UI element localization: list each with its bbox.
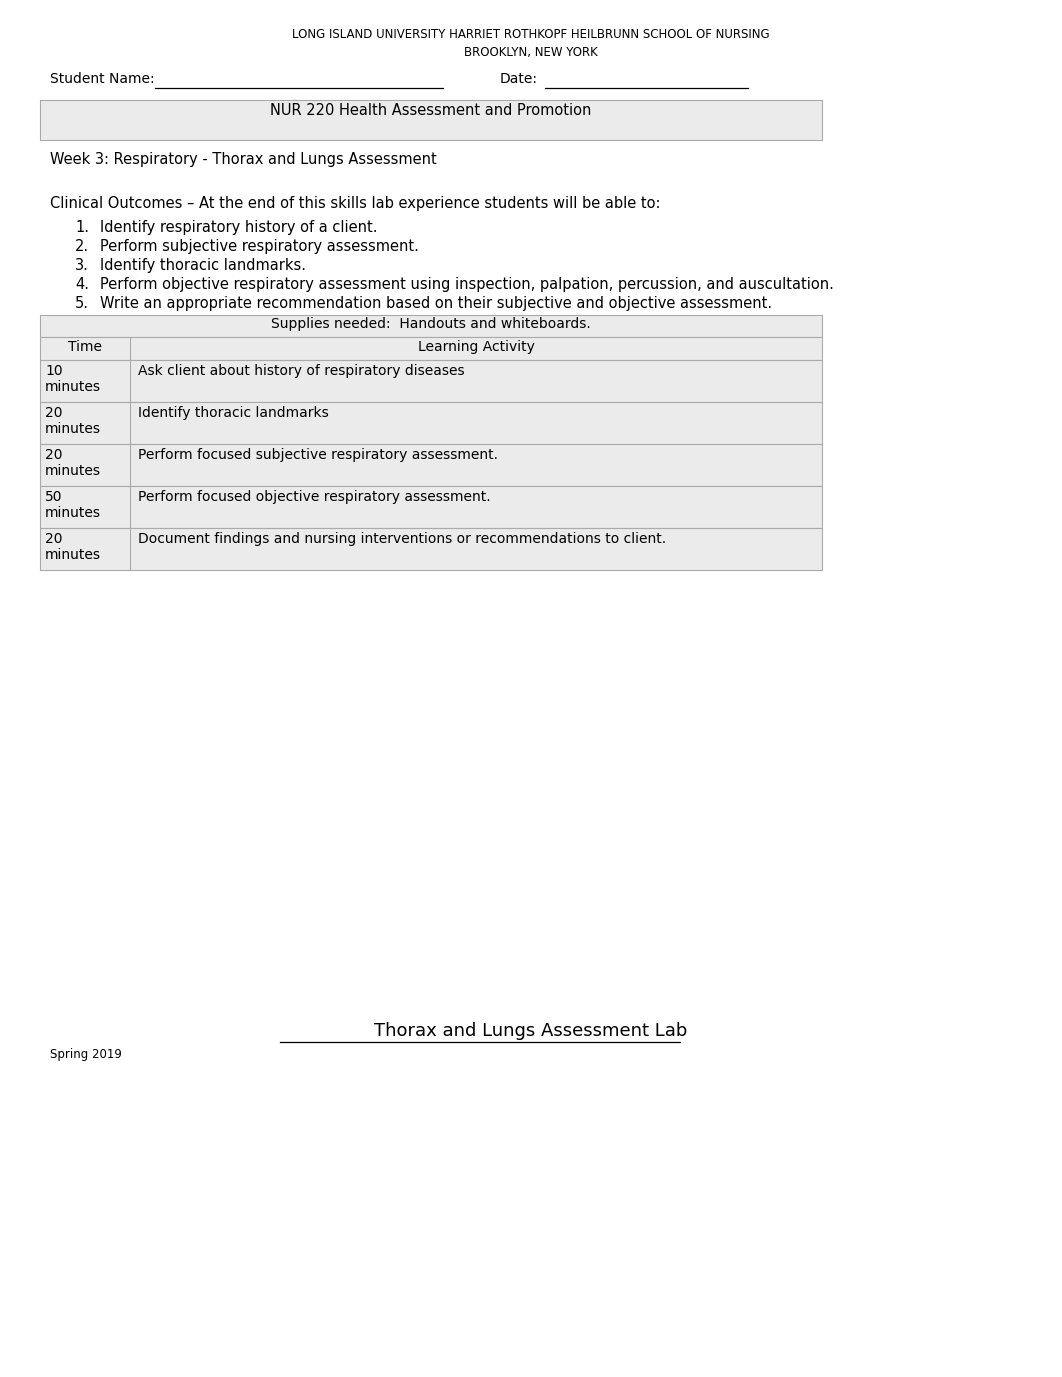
Text: Identify thoracic landmarks.: Identify thoracic landmarks. bbox=[100, 257, 306, 273]
Text: Student Name:: Student Name: bbox=[50, 72, 155, 85]
Text: Learning Activity: Learning Activity bbox=[417, 340, 534, 354]
Text: Document findings and nursing interventions or recommendations to client.: Document findings and nursing interventi… bbox=[138, 532, 666, 547]
Text: Supplies needed:  Handouts and whiteboards.: Supplies needed: Handouts and whiteboard… bbox=[271, 317, 590, 330]
Text: NUR 220 Health Assessment and Promotion: NUR 220 Health Assessment and Promotion bbox=[271, 103, 592, 118]
Text: Spring 2019: Spring 2019 bbox=[50, 1048, 122, 1062]
Text: LONG ISLAND UNIVERSITY HARRIET ROTHKOPF HEILBRUNN SCHOOL OF NURSING: LONG ISLAND UNIVERSITY HARRIET ROTHKOPF … bbox=[292, 28, 770, 41]
Text: 1.: 1. bbox=[75, 220, 89, 235]
FancyBboxPatch shape bbox=[40, 443, 822, 486]
Text: 10: 10 bbox=[45, 364, 63, 379]
Text: Perform subjective respiratory assessment.: Perform subjective respiratory assessmen… bbox=[100, 240, 418, 253]
Text: 4.: 4. bbox=[75, 277, 89, 292]
Text: 20: 20 bbox=[45, 532, 63, 547]
Text: minutes: minutes bbox=[45, 464, 101, 478]
Text: Identify thoracic landmarks: Identify thoracic landmarks bbox=[138, 406, 329, 420]
Text: minutes: minutes bbox=[45, 548, 101, 562]
FancyBboxPatch shape bbox=[40, 337, 822, 359]
Text: Time: Time bbox=[68, 340, 102, 354]
Text: Ask client about history of respiratory diseases: Ask client about history of respiratory … bbox=[138, 364, 465, 379]
Text: Write an appropriate recommendation based on their subjective and objective asse: Write an appropriate recommendation base… bbox=[100, 296, 772, 311]
Text: Identify respiratory history of a client.: Identify respiratory history of a client… bbox=[100, 220, 377, 235]
FancyBboxPatch shape bbox=[40, 101, 822, 140]
Text: 20: 20 bbox=[45, 448, 63, 463]
Text: Date:: Date: bbox=[500, 72, 538, 85]
Text: minutes: minutes bbox=[45, 421, 101, 437]
FancyBboxPatch shape bbox=[40, 527, 822, 570]
Text: Perform focused objective respiratory assessment.: Perform focused objective respiratory as… bbox=[138, 490, 491, 504]
FancyBboxPatch shape bbox=[40, 359, 822, 402]
Text: 20: 20 bbox=[45, 406, 63, 420]
Text: 50: 50 bbox=[45, 490, 63, 504]
Text: 5.: 5. bbox=[75, 296, 89, 311]
Text: Thorax and Lungs Assessment Lab: Thorax and Lungs Assessment Lab bbox=[374, 1022, 688, 1040]
FancyBboxPatch shape bbox=[40, 402, 822, 443]
Text: minutes: minutes bbox=[45, 380, 101, 394]
Text: BROOKLYN, NEW YORK: BROOKLYN, NEW YORK bbox=[464, 45, 598, 59]
Text: Perform objective respiratory assessment using inspection, palpation, percussion: Perform objective respiratory assessment… bbox=[100, 277, 834, 292]
Text: minutes: minutes bbox=[45, 505, 101, 521]
Text: 3.: 3. bbox=[75, 257, 89, 273]
FancyBboxPatch shape bbox=[40, 315, 822, 337]
Text: Perform focused subjective respiratory assessment.: Perform focused subjective respiratory a… bbox=[138, 448, 498, 463]
FancyBboxPatch shape bbox=[40, 486, 822, 527]
Text: 2.: 2. bbox=[75, 240, 89, 253]
Text: Week 3: Respiratory - Thorax and Lungs Assessment: Week 3: Respiratory - Thorax and Lungs A… bbox=[50, 151, 436, 167]
Text: Clinical Outcomes – At the end of this skills lab experience students will be ab: Clinical Outcomes – At the end of this s… bbox=[50, 196, 661, 211]
